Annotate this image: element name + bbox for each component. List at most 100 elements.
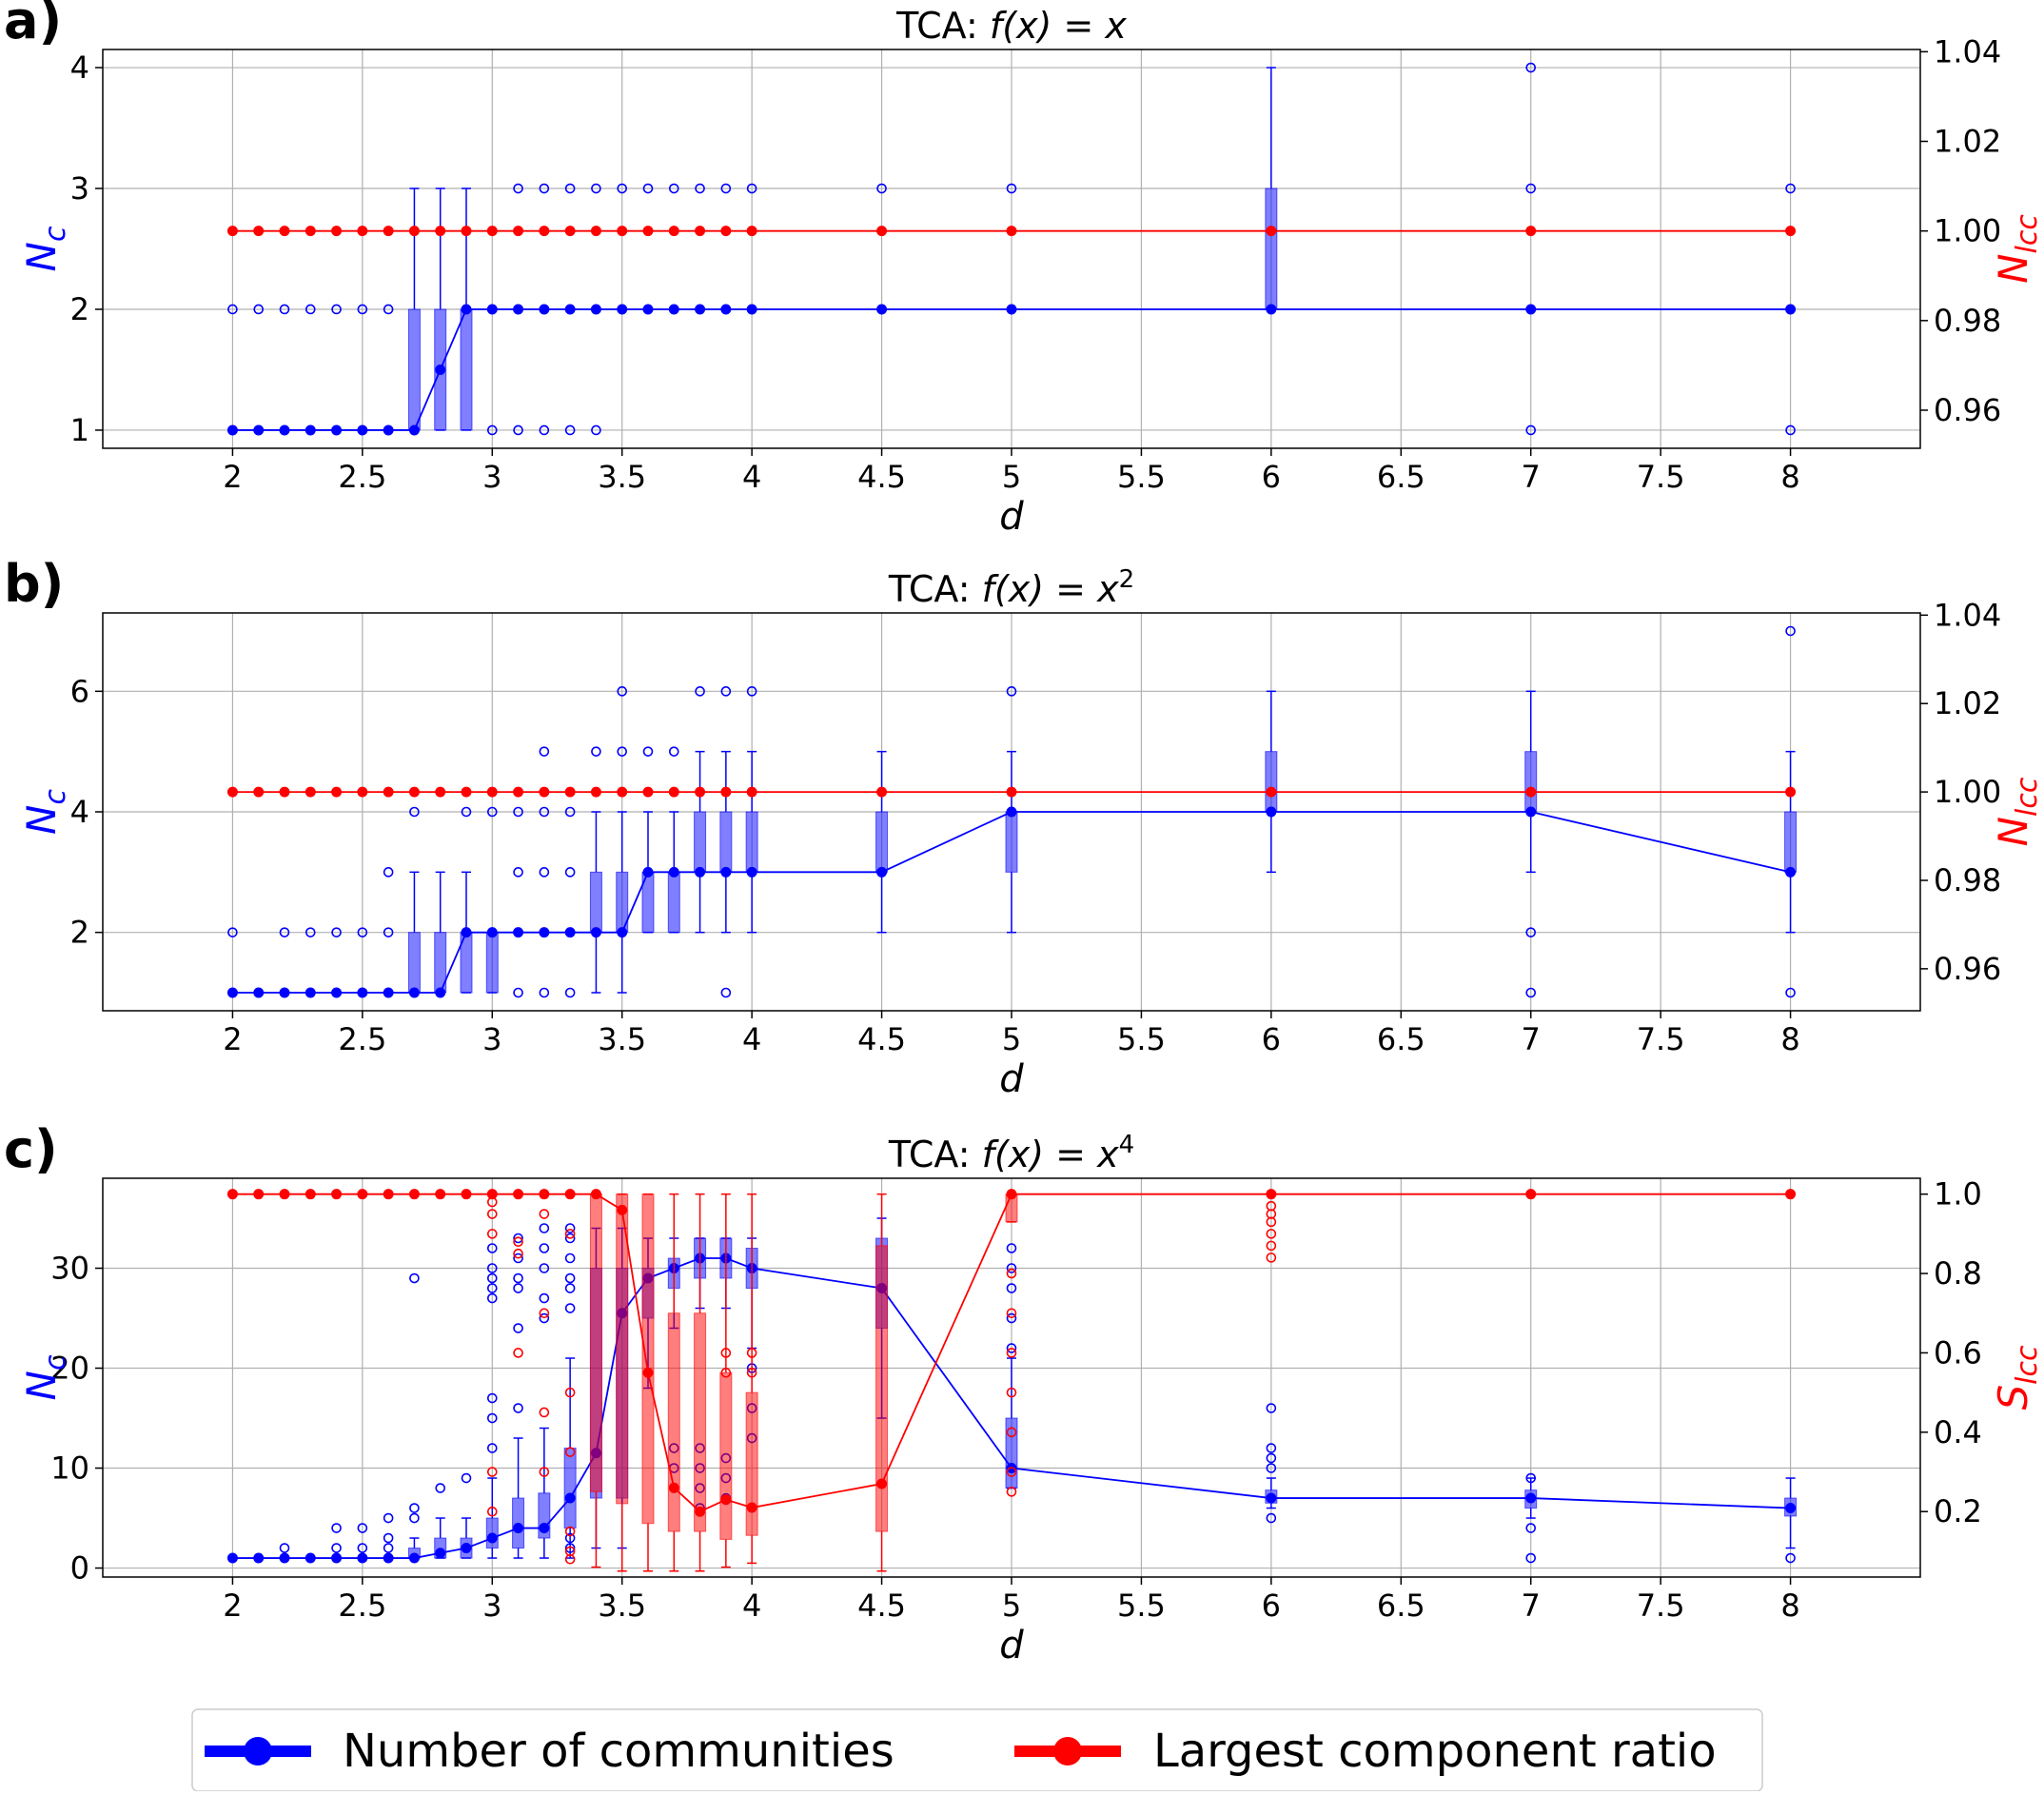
- outlier-point: [357, 1543, 368, 1553]
- x-tick-label: 3: [482, 1588, 501, 1624]
- data-point: [305, 1552, 316, 1564]
- data-point: [720, 786, 732, 798]
- data-point: [1266, 226, 1277, 237]
- y-left-tick-label: 2: [70, 915, 89, 951]
- data-point: [435, 364, 446, 375]
- x-tick-label: 5.5: [1117, 1021, 1166, 1057]
- outlier-point: [1525, 1523, 1537, 1533]
- x-axis-label: d: [999, 1057, 1024, 1101]
- data-point: [486, 304, 498, 315]
- outlier-point: [513, 806, 523, 818]
- box: [875, 1245, 889, 1532]
- data-point: [1785, 866, 1797, 878]
- x-tick-label: 2.5: [338, 1021, 386, 1057]
- outlier-point: [1006, 686, 1017, 697]
- data-point: [331, 226, 343, 237]
- data-point: [305, 786, 316, 798]
- data-point: [253, 226, 265, 237]
- outlier-point: [720, 686, 732, 697]
- y-left-tick-label: 3: [70, 170, 89, 207]
- outlier-point: [591, 746, 601, 757]
- outlier-point: [564, 1526, 576, 1537]
- outlier-point: [564, 987, 576, 998]
- data-point: [1525, 786, 1537, 798]
- outlier-point: [539, 1292, 550, 1304]
- data-point: [539, 786, 550, 798]
- outlier-point: [461, 1472, 472, 1484]
- data-point: [357, 226, 368, 237]
- data-point: [357, 1552, 368, 1564]
- data-point: [279, 1552, 290, 1564]
- outlier-point: [1525, 987, 1537, 998]
- panel-label: a): [4, 0, 62, 50]
- y-right-tick-label: 1.02: [1934, 685, 2001, 721]
- x-tick-label: 8: [1780, 1588, 1799, 1624]
- outlier-point: [591, 424, 601, 436]
- outlier-point: [486, 1392, 498, 1404]
- box: [616, 1193, 629, 1505]
- outlier-point: [564, 1303, 576, 1313]
- outlier-point: [1785, 424, 1796, 436]
- outlier-point: [486, 1412, 498, 1424]
- outlier-point: [227, 927, 238, 937]
- outlier-point: [564, 1229, 576, 1239]
- outlier-point: [486, 1283, 498, 1293]
- outlier-point: [1785, 183, 1796, 194]
- x-tick-label: 6.5: [1377, 1021, 1425, 1057]
- box: [667, 1312, 680, 1532]
- outlier-point: [746, 1348, 757, 1358]
- data-point: [1266, 304, 1277, 315]
- x-tick-label: 7: [1522, 1588, 1541, 1624]
- outlier-point: [383, 1532, 394, 1544]
- data-point: [590, 786, 601, 798]
- x-tick-label: 7.5: [1637, 1021, 1685, 1057]
- data-point: [383, 987, 394, 998]
- outlier-point: [668, 183, 679, 194]
- outlier-point: [1785, 625, 1796, 637]
- outlier-point: [1006, 1348, 1017, 1358]
- data-point: [617, 304, 628, 315]
- outlier-point: [564, 867, 576, 878]
- data-point: [226, 786, 238, 798]
- outlier-point: [564, 1283, 576, 1293]
- data-point: [331, 424, 343, 436]
- outlier-point: [1006, 1467, 1017, 1477]
- y-right-tick-label: 1.00: [1934, 213, 2001, 249]
- x-tick-label: 4: [742, 1021, 761, 1057]
- data-point: [1525, 806, 1537, 818]
- outlier-point: [746, 183, 757, 194]
- x-tick-label: 6.5: [1377, 459, 1425, 495]
- data-point: [539, 304, 550, 315]
- outlier-point: [564, 183, 576, 194]
- data-point: [383, 1189, 394, 1200]
- x-tick-label: 6: [1262, 459, 1281, 495]
- data-point: [1785, 1503, 1797, 1514]
- data-point: [720, 866, 732, 878]
- outlier-point: [539, 806, 550, 818]
- chart-panel-1: 2 2.5 3 3.5 4 4.5 5 5.5 6 6.5 7 7.5 8 1 2 3 4 0.96 0.98 1.0…: [4, 0, 2044, 539]
- y-left-tick-label: 30: [50, 1251, 89, 1287]
- data-point: [486, 1189, 498, 1200]
- outlier-point: [720, 1367, 732, 1378]
- outlier-point: [564, 1553, 576, 1565]
- outlier-point: [1006, 1487, 1017, 1497]
- data-point: [746, 304, 757, 315]
- data-point: [564, 1492, 576, 1504]
- data-point: [461, 786, 472, 798]
- outlier-point: [486, 1229, 498, 1239]
- data-point: [435, 987, 446, 998]
- data-point: [1785, 786, 1797, 798]
- outlier-point: [1525, 62, 1537, 73]
- outlier-point: [486, 1209, 498, 1219]
- outlier-point: [279, 304, 290, 315]
- data-point: [1785, 1189, 1797, 1200]
- outlier-point: [486, 1467, 498, 1477]
- outlier-point: [591, 183, 601, 194]
- data-point: [617, 226, 628, 237]
- outlier-point: [642, 183, 654, 194]
- data-point: [876, 304, 888, 315]
- data-point: [642, 786, 654, 798]
- data-point: [590, 1189, 601, 1200]
- data-point: [1266, 1189, 1277, 1200]
- x-tick-label: 8: [1780, 1021, 1799, 1057]
